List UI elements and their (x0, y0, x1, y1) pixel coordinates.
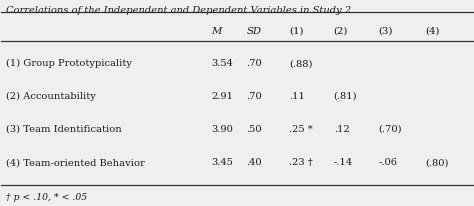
Text: (.70): (.70) (378, 124, 402, 133)
Text: (2): (2) (334, 26, 348, 35)
Text: (4): (4) (426, 26, 440, 35)
Text: (2) Accountability: (2) Accountability (6, 91, 96, 101)
Text: (1): (1) (289, 26, 303, 35)
Text: -.14: -.14 (334, 157, 353, 166)
Text: (4) Team-oriented Behavior: (4) Team-oriented Behavior (6, 157, 145, 166)
Text: .70: .70 (246, 59, 262, 68)
Text: 3.54: 3.54 (211, 59, 233, 68)
Text: .50: .50 (246, 124, 262, 133)
Text: (.81): (.81) (334, 91, 357, 100)
Text: (1) Group Prototypicality: (1) Group Prototypicality (6, 59, 132, 68)
Text: SD: SD (246, 26, 262, 35)
Text: M: M (211, 26, 221, 35)
Text: 3.45: 3.45 (211, 157, 233, 166)
Text: .70: .70 (246, 91, 262, 100)
Text: 2.91: 2.91 (211, 91, 233, 100)
Text: .25 *: .25 * (289, 124, 312, 133)
Text: .11: .11 (289, 91, 305, 100)
Text: (.88): (.88) (289, 59, 312, 68)
Text: (3): (3) (378, 26, 393, 35)
Text: Correlations of the Independent and Dependent Variables in Study 2: Correlations of the Independent and Depe… (6, 6, 351, 15)
Text: (.80): (.80) (426, 157, 449, 166)
Text: .40: .40 (246, 157, 262, 166)
Text: -.06: -.06 (378, 157, 397, 166)
Text: .12: .12 (334, 124, 349, 133)
Text: .23 †: .23 † (289, 157, 312, 166)
Text: † p < .10, * < .05: † p < .10, * < .05 (6, 192, 87, 201)
Text: 3.90: 3.90 (211, 124, 233, 133)
Text: (3) Team Identification: (3) Team Identification (6, 124, 122, 133)
